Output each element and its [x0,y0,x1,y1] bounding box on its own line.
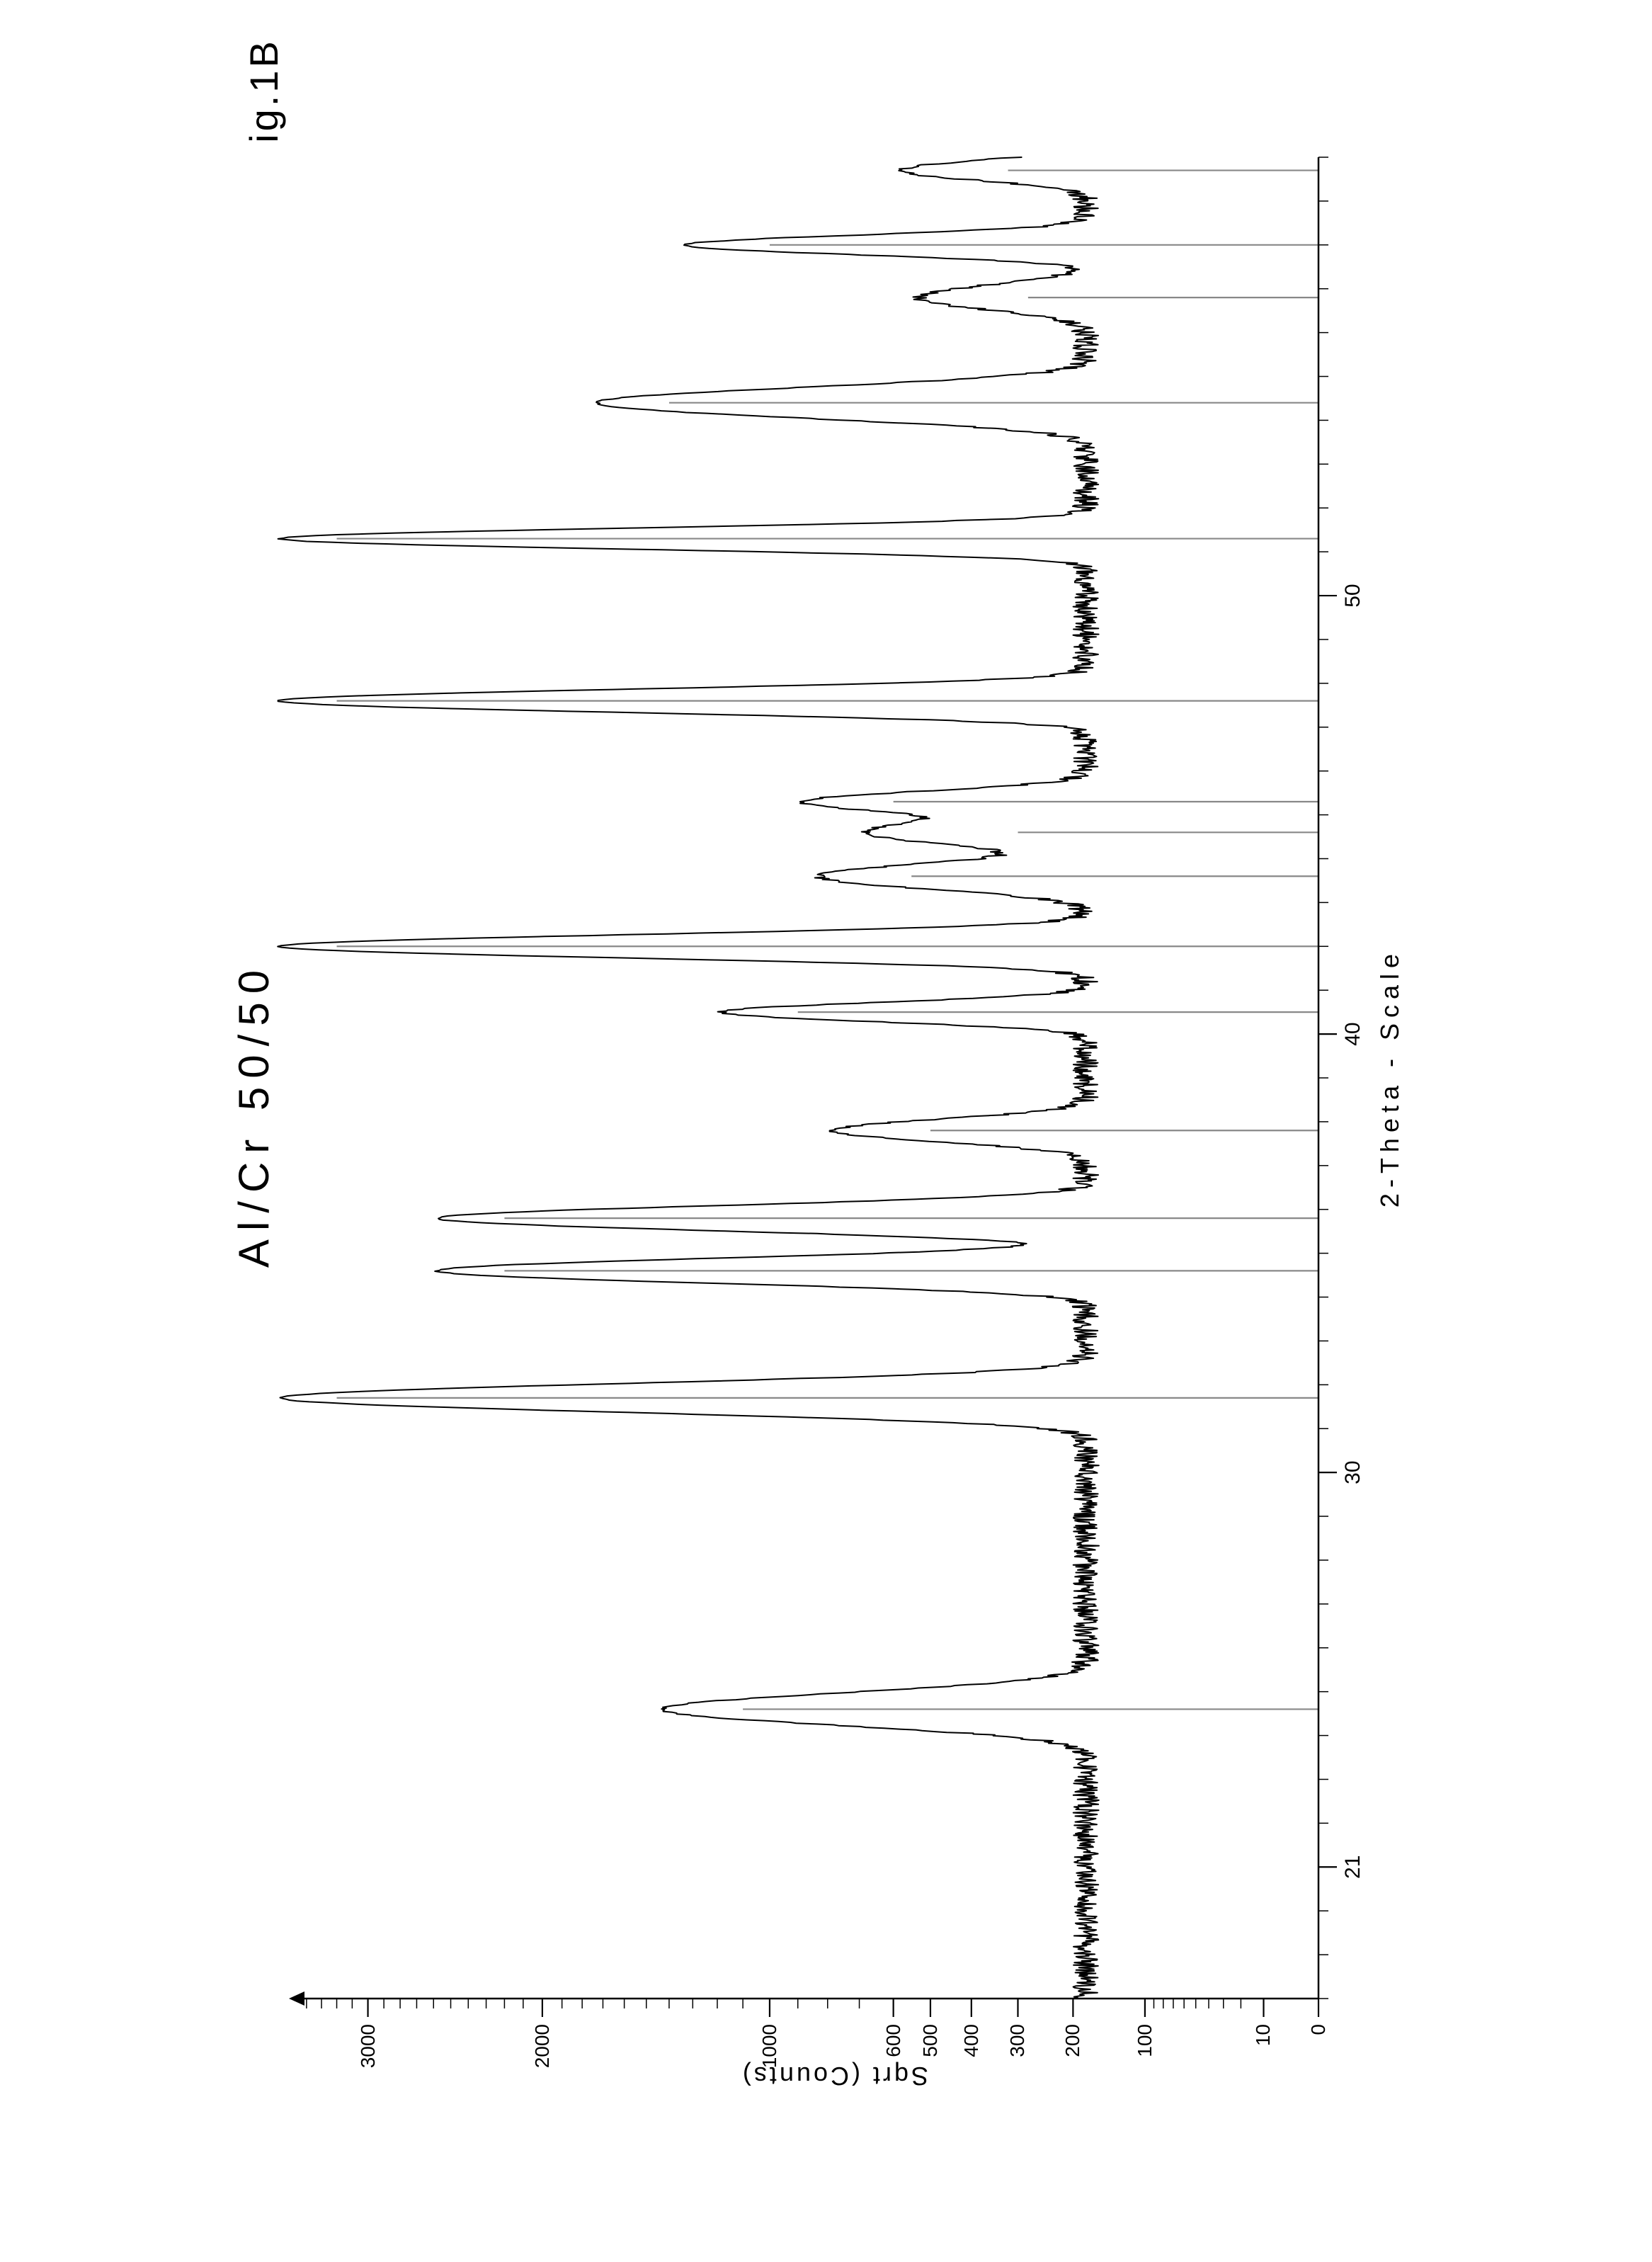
page: Fig.1B Al/Cr 50/50213040502-Theta - Scal… [0,0,1652,2262]
x-tick-label: 21 [1341,1855,1365,1879]
y-tick-label: 100 [1133,2024,1156,2119]
y-tick-label: 10 [1252,2024,1275,2119]
chart-svg [228,143,1425,2119]
x-tick-label: 50 [1341,584,1365,607]
y-axis-label: Sqrt (Counts) [739,2061,928,2091]
y-tick-label: 200 [1061,2024,1084,2119]
y-tick-label: 0 [1307,2024,1330,2119]
y-tick-label: 3000 [356,2024,379,2119]
chart-title: Al/Cr 50/50 [229,962,278,1268]
y-tick-label: 400 [959,2024,982,2119]
x-axis-label: 2-Theta - Scale [1375,948,1405,1207]
y-tick-label: 300 [1006,2024,1029,2119]
xrd-chart: Al/Cr 50/50 21 30 40 50 2-Theta - Scale 0 10 100… [228,143,1425,2119]
x-tick-label: 40 [1341,1022,1365,1045]
x-tick-label: 30 [1341,1460,1365,1484]
y-tick-label: 2000 [530,2024,553,2119]
